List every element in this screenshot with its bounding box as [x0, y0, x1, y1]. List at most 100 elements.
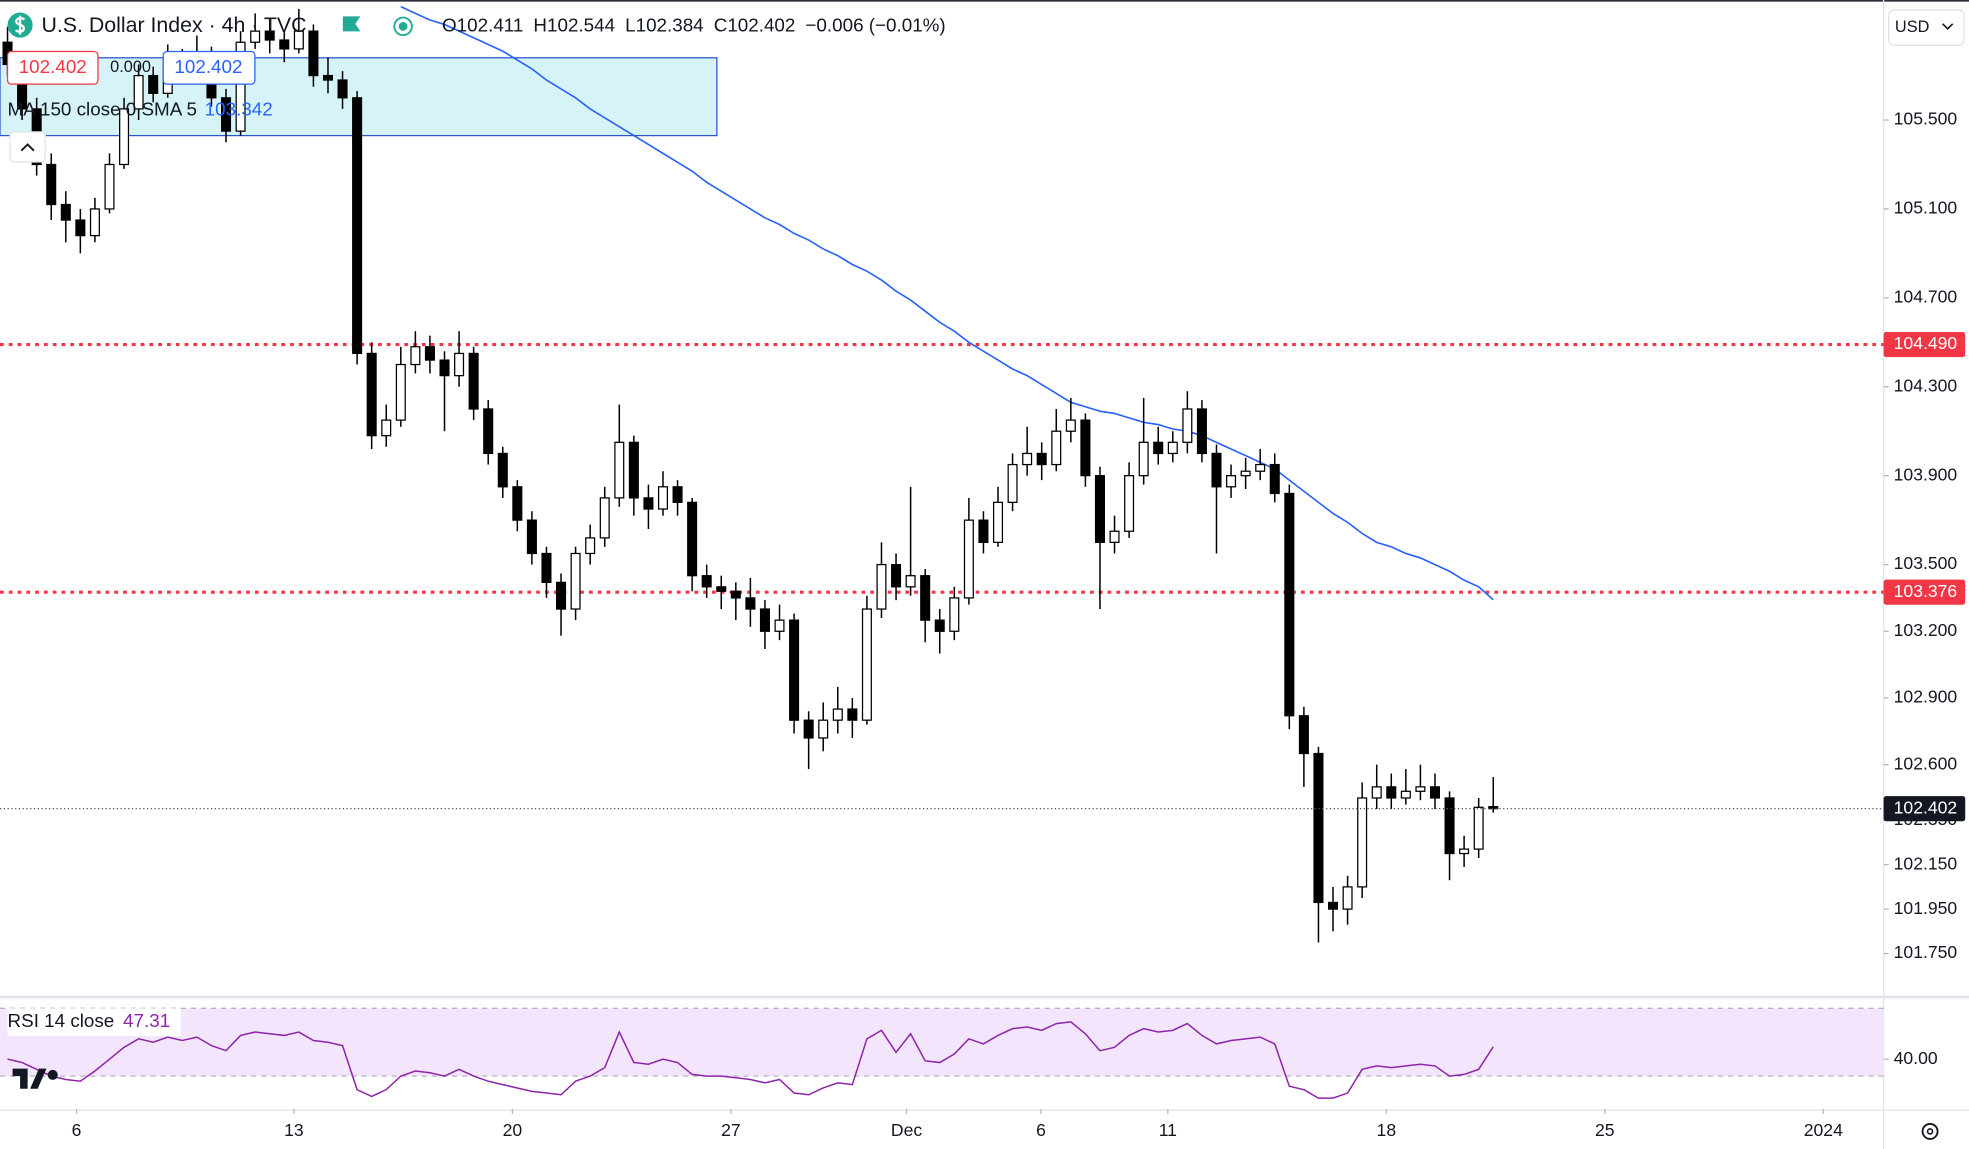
candle-body — [1298, 715, 1309, 755]
candle-body — [920, 575, 931, 621]
rsi-legend-bg — [7, 1008, 181, 1036]
candle-body — [119, 108, 130, 166]
candle-body — [104, 163, 115, 210]
y-tick-label: 102.900 — [1894, 687, 1958, 707]
candle-body — [992, 501, 1004, 543]
y-tick-label: 103.500 — [1894, 553, 1958, 573]
y-tick-label: 105.100 — [1894, 198, 1958, 218]
last-price-tag — [1883, 796, 1966, 822]
candle-body — [468, 352, 479, 410]
candle-body — [774, 619, 785, 632]
candle-body — [978, 519, 989, 543]
candle-body — [1124, 475, 1135, 532]
buy-price: 102.402 — [174, 56, 242, 77]
candle-body — [322, 74, 334, 81]
candle-body — [934, 619, 945, 632]
candle-body — [1371, 786, 1382, 799]
candle-body — [279, 39, 290, 50]
candle-body — [352, 97, 363, 355]
plot-area: 105.500 105.100 104.700 104.300 103.900 103.5… — [0, 5, 1966, 1140]
candle-body — [614, 441, 625, 499]
candle-body — [410, 346, 421, 366]
candle-body — [1342, 886, 1353, 910]
candle-body — [1226, 475, 1237, 488]
candle-body — [220, 97, 232, 132]
change: −0.006 (−0.01%) — [805, 14, 945, 35]
candle-body — [381, 419, 392, 437]
candle-body — [949, 597, 960, 632]
x-tick-label: 6 — [72, 1120, 82, 1140]
candle-body — [483, 408, 494, 455]
sell-price: 102.402 — [19, 56, 87, 77]
candle-body — [861, 608, 872, 721]
tv-logo-dot — [47, 1069, 58, 1080]
level-tag-label: 103.376 — [1894, 581, 1958, 601]
currency-dropdown[interactable] — [1888, 9, 1965, 46]
last-price-label: 102.402 — [1894, 797, 1958, 817]
candle-body — [1327, 901, 1339, 910]
candle-body — [337, 79, 348, 99]
collapse-button[interactable] — [9, 131, 46, 163]
candle-body — [1473, 806, 1484, 850]
legend-overlay: U.S. Dollar Index · 4h · TVC O102.411 H10… — [6, 9, 1965, 1140]
candle-body — [701, 575, 712, 588]
ohlc-key: L — [625, 14, 635, 35]
candle-body — [1094, 475, 1105, 543]
candle-body — [526, 519, 537, 555]
candle-body — [439, 359, 450, 377]
spread: 0.000 — [110, 58, 151, 76]
candle-body — [1153, 441, 1164, 455]
candle-body — [745, 597, 756, 610]
x-tick-label: 27 — [721, 1120, 741, 1140]
candle-body — [789, 619, 800, 721]
tv-logo — [12, 1068, 47, 1089]
settings-button[interactable] — [1921, 1122, 1939, 1140]
candle-body — [424, 346, 435, 361]
candle-body — [1240, 470, 1251, 477]
candle-body — [1357, 797, 1368, 888]
candle-body — [876, 563, 887, 610]
ohlc-key: H — [533, 14, 547, 35]
candle-body — [133, 74, 144, 110]
candle-body — [847, 708, 858, 721]
dropdown-chevron — [1942, 23, 1954, 31]
candle-body — [1138, 441, 1149, 477]
candle-body — [759, 608, 770, 632]
candle-body — [1065, 419, 1076, 432]
candle-body — [1080, 419, 1091, 477]
candle-body — [963, 519, 974, 599]
candle-body — [556, 581, 567, 610]
candle-body — [570, 552, 581, 610]
candle-body — [1386, 786, 1397, 799]
candle-body — [541, 552, 552, 583]
ohlc-legend: O102.411 H102.544 L102.384 C102.402 −0.006 (… — [442, 14, 946, 35]
x-tick-label: 6 — [1036, 1120, 1046, 1140]
candle-body — [730, 590, 741, 599]
sell-box[interactable] — [6, 50, 99, 85]
candle-body — [235, 41, 246, 132]
y-tick-label: 104.300 — [1894, 375, 1958, 395]
candle-body — [366, 352, 377, 437]
y-tick-label: 101.750 — [1894, 942, 1958, 962]
rsi-line — [7, 1021, 1494, 1099]
buy-box[interactable] — [162, 50, 256, 85]
candle-body — [293, 30, 304, 50]
ohlc-key: O — [442, 14, 457, 35]
candle-body — [264, 30, 275, 41]
level-tag-label: 104.490 — [1894, 333, 1958, 353]
level-tag — [1883, 331, 1966, 358]
candle-body — [628, 441, 639, 499]
rsi-legend-name: RSI 14 close — [8, 1010, 115, 1031]
y-tick-label: 102.600 — [1894, 753, 1958, 773]
x-tick-label: 20 — [503, 1120, 523, 1140]
candle-body — [643, 497, 654, 510]
ma-line — [400, 5, 1494, 601]
candle-body — [1284, 492, 1295, 717]
candle-body — [497, 452, 508, 488]
candle-body — [891, 563, 902, 588]
currency-label: USD — [1895, 18, 1929, 36]
dollar-glyph — [14, 15, 26, 35]
candle-body — [395, 363, 406, 421]
candle-body — [60, 203, 71, 221]
